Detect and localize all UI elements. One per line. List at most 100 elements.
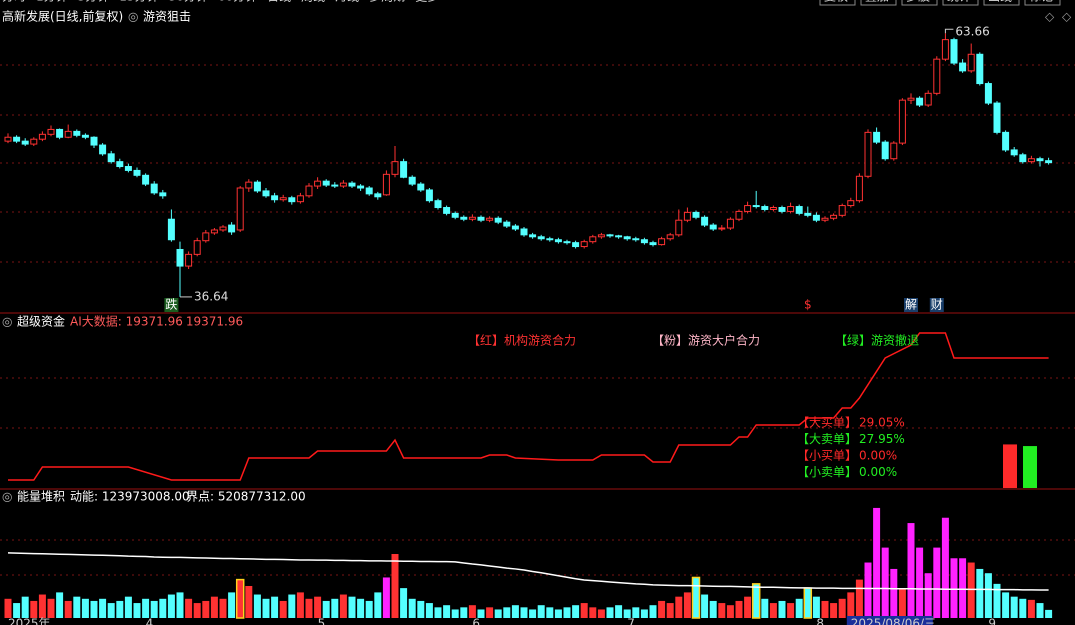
candle-body xyxy=(735,210,743,220)
icon[interactable]: ◇ xyxy=(1045,10,1055,24)
panel-value: 界点: 520877312.00 xyxy=(186,490,306,504)
collapse-icon[interactable]: ◎ xyxy=(2,315,12,329)
menu-item[interactable]: 多周期 xyxy=(369,0,405,4)
collapse-icon[interactable]: ◎ xyxy=(2,490,12,504)
candle-body xyxy=(90,136,98,146)
volume-bar xyxy=(623,609,631,618)
order-bar xyxy=(1023,446,1037,488)
menu-item[interactable]: 15分钟 xyxy=(119,0,158,4)
volume-bar xyxy=(735,600,743,618)
candle-body xyxy=(391,161,399,175)
menu-item[interactable]: 月线 xyxy=(335,0,359,4)
volume-bar xyxy=(855,579,863,618)
candle-body xyxy=(873,131,881,143)
menu-button-label[interactable]: 画线 xyxy=(988,0,1012,4)
x-tick-label: 6 xyxy=(472,617,480,625)
candle-body xyxy=(124,166,132,171)
volume-bar xyxy=(142,598,150,618)
menu-item[interactable]: 60分钟 xyxy=(218,0,257,4)
candle-body xyxy=(589,236,597,243)
legend-entry: 【粉】游资大户合力 xyxy=(652,333,760,348)
menu-button[interactable] xyxy=(983,0,1020,6)
volume-bar xyxy=(56,592,64,618)
volume-bar xyxy=(13,603,21,618)
menu-button-label[interactable]: 统计 xyxy=(947,0,971,4)
volume-bar xyxy=(640,609,648,618)
volume-bar xyxy=(830,603,838,618)
candle-body xyxy=(288,197,296,203)
volume-bar xyxy=(73,596,81,618)
volume-bar xyxy=(451,609,459,618)
menu-item[interactable]: 分时 xyxy=(2,0,26,4)
menu-item[interactable]: 日线 xyxy=(267,0,291,4)
volume-bar xyxy=(511,605,519,618)
order-label: 【小买单】 xyxy=(797,449,857,463)
candle-body xyxy=(271,195,279,201)
candle-body xyxy=(718,227,726,230)
menu-item[interactable]: 周线 xyxy=(301,0,325,4)
panel-value: : 19371.96 xyxy=(178,315,243,329)
menu-item[interactable]: 5分钟 xyxy=(78,0,110,4)
x-tick-label: 2025年 xyxy=(8,617,51,625)
menu-item[interactable]: 30分钟 xyxy=(169,0,208,4)
candle-body xyxy=(202,232,210,242)
candle-body xyxy=(640,239,648,244)
menu-button[interactable] xyxy=(860,0,897,6)
candle-body xyxy=(425,189,433,202)
candle-body xyxy=(314,180,322,187)
indicator-name[interactable]: 游资狙击 xyxy=(143,10,191,24)
high-label: 63.66 xyxy=(955,25,989,39)
volume-bar xyxy=(382,577,390,618)
candle-body xyxy=(193,240,201,255)
candle-body xyxy=(81,134,89,138)
menu-button[interactable] xyxy=(942,0,979,6)
candle-body xyxy=(666,234,674,240)
marker-bg xyxy=(164,298,179,312)
candle-body xyxy=(99,144,107,155)
candle-body xyxy=(907,97,915,101)
marker: 财 xyxy=(931,298,943,312)
candle-body xyxy=(924,92,932,106)
candle-body xyxy=(21,140,29,145)
candle-body xyxy=(73,130,81,136)
candle-body xyxy=(262,190,270,197)
candle-body xyxy=(1027,158,1035,163)
volume-bar xyxy=(133,603,141,618)
menu-button-label[interactable]: 标记 xyxy=(1029,0,1053,4)
menu-button-label[interactable]: 复权 xyxy=(824,0,848,4)
candle-body xyxy=(778,207,786,212)
candle-body xyxy=(804,212,812,216)
collapse-icon[interactable]: ◎ xyxy=(128,10,138,24)
menu-item[interactable]: 更多 xyxy=(415,0,439,4)
icon[interactable]: ◇ xyxy=(1062,10,1072,24)
menu-button[interactable] xyxy=(1024,0,1061,6)
menu-item[interactable]: 1分钟 xyxy=(36,0,68,4)
order-label: 【小卖单】 xyxy=(797,465,857,479)
menu-button-label[interactable]: 多股 xyxy=(906,0,930,4)
volume-bar xyxy=(950,558,958,618)
volume-bar xyxy=(709,600,717,618)
candle-body xyxy=(236,187,244,231)
volume-bar xyxy=(4,598,12,618)
candle-body xyxy=(546,238,554,241)
candle-body xyxy=(537,236,545,240)
menu-button[interactable] xyxy=(819,0,856,6)
order-bar xyxy=(1003,444,1017,488)
candle-body xyxy=(941,39,949,60)
marker: 跌 xyxy=(165,297,177,312)
x-tick-label: 7 xyxy=(627,617,635,625)
volume-bar xyxy=(718,603,726,618)
volume-bar xyxy=(193,603,201,618)
menu-button[interactable] xyxy=(901,0,938,6)
candle-body xyxy=(632,238,640,241)
candle-body xyxy=(1010,149,1018,156)
volume-bar xyxy=(357,598,365,618)
x-tick-label: 4 xyxy=(146,617,154,625)
candle-body xyxy=(855,175,863,202)
menu-button-label[interactable]: 叠加 xyxy=(865,0,889,4)
capital-line xyxy=(8,332,1049,481)
candle-body xyxy=(56,128,64,138)
volume-bar xyxy=(649,605,657,618)
